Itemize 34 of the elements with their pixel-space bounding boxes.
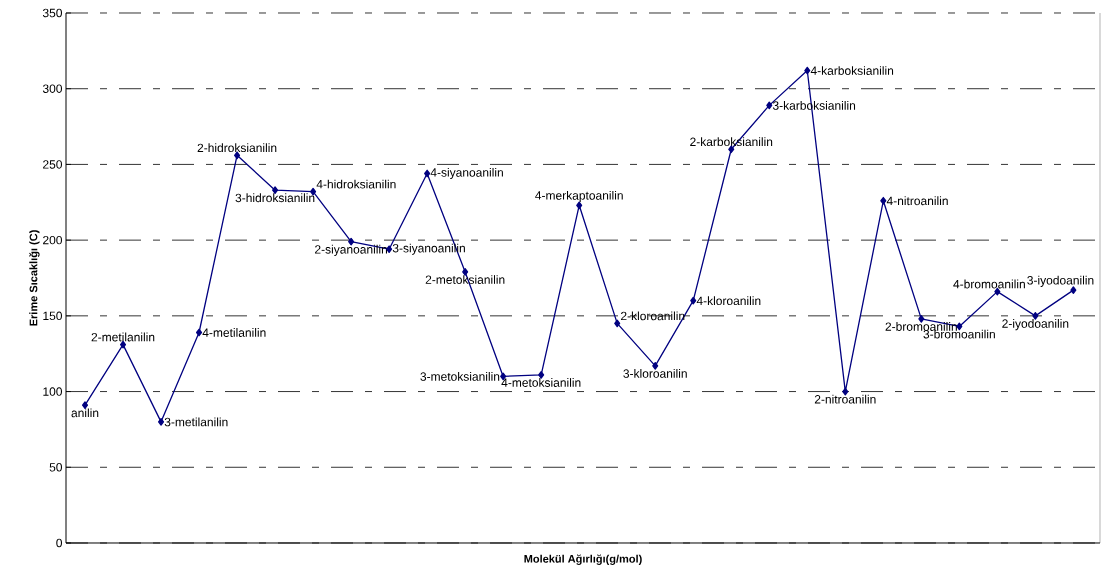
annotation: 3-iyodoanilin bbox=[1027, 275, 1094, 287]
annotation: anilin bbox=[71, 408, 99, 418]
y-tick-label: 0 bbox=[56, 538, 63, 548]
point bbox=[614, 319, 621, 328]
y-tick-label: 300 bbox=[42, 84, 63, 93]
annotation: 3-metoksianilin bbox=[420, 372, 500, 381]
annotation: 4-merkaptoanilin bbox=[535, 190, 623, 203]
annotation: 4-metoksianilin bbox=[501, 378, 581, 387]
annotation: 2-hidroksianilin bbox=[197, 143, 277, 153]
annotation: 3-kloroanilin bbox=[623, 369, 687, 378]
y-tick-label: 250 bbox=[43, 160, 63, 169]
y-tick-label: 50 bbox=[49, 463, 63, 472]
annotation: 3-bromoanilin bbox=[923, 329, 995, 339]
annotation: 2-siyanoanilin bbox=[315, 244, 387, 257]
annotation: 4-siyanoanilin bbox=[430, 167, 503, 180]
annotation: 2-iyodoanilin bbox=[1002, 319, 1069, 331]
annotation: 4-bromoanilin bbox=[953, 279, 1025, 289]
annotation: 4-hidroksianilin bbox=[316, 179, 396, 189]
annotation: 3-metilanilin bbox=[164, 417, 228, 427]
annotation: 2-metilanilin bbox=[91, 332, 155, 342]
annotation: 4-nitroanilin bbox=[886, 196, 948, 206]
annotation: 2-nitroanilin bbox=[814, 394, 876, 404]
point bbox=[766, 101, 773, 110]
annotation: 4-karboksianilin bbox=[810, 66, 894, 75]
annotation: 4-kloroanilin bbox=[696, 296, 761, 306]
y-axis-title: Erime Sıcaklığı (C) bbox=[29, 230, 40, 326]
y-tick-label: 100 bbox=[43, 387, 63, 396]
y-tick-label: 150 bbox=[43, 311, 63, 321]
annotation: 2-bromoanilin bbox=[885, 322, 957, 331]
y-tick-label: 350 bbox=[42, 8, 63, 18]
y-tick-label: 200 bbox=[43, 235, 63, 245]
annotation: 4-metilanilin bbox=[202, 328, 266, 337]
annotation: 3-hidroksianilin bbox=[235, 193, 315, 203]
x-axis-title: Molekül Ağırlığı(g/mol) bbox=[524, 554, 642, 565]
